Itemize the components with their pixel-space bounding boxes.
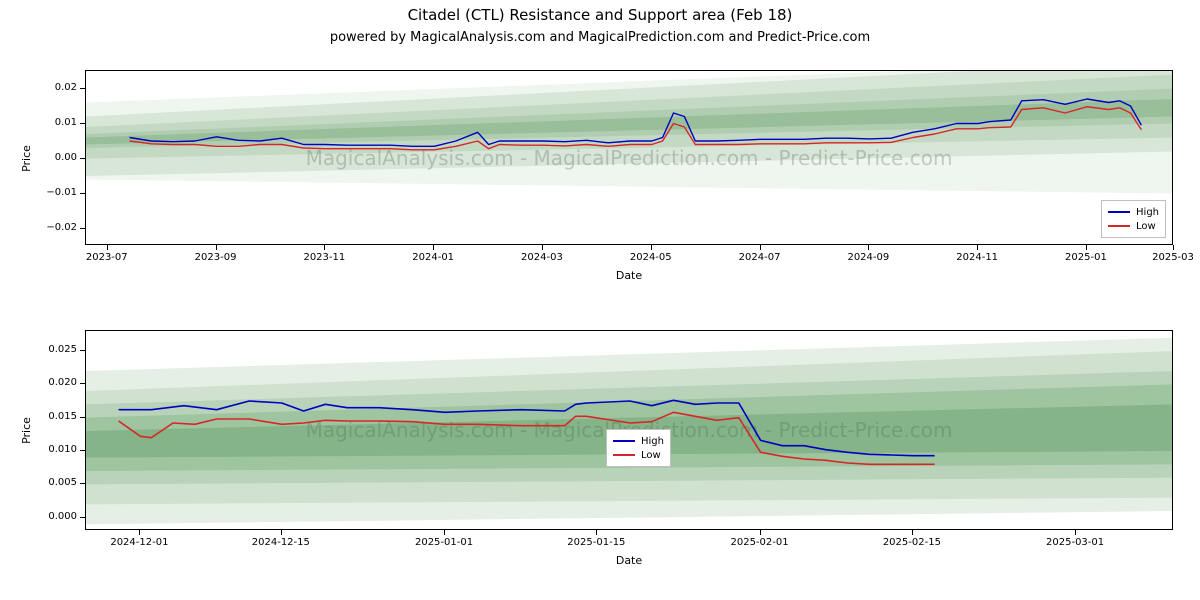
xtick-label: 2025-01-15: [567, 537, 625, 548]
ytick-mark: [80, 88, 85, 89]
xtick-label: 2025-02-01: [730, 537, 788, 548]
figure: Citadel (CTL) Resistance and Support are…: [0, 0, 1200, 600]
xtick-label: 2025-01-01: [415, 537, 473, 548]
xtick-label: 2024-09: [847, 252, 889, 263]
legend-swatch-high: [1108, 211, 1130, 213]
legend-label-high: High: [641, 436, 664, 447]
ytick-label: 0.015: [25, 411, 77, 422]
xtick-mark: [433, 245, 434, 250]
chart-top-lines: [86, 71, 1173, 245]
chart-top-xlabel: Date: [85, 269, 1173, 282]
xtick-label: 2023-11: [303, 252, 345, 263]
ytick-mark: [80, 158, 85, 159]
xtick-label: 2025-03: [1152, 252, 1194, 263]
xtick-mark: [977, 245, 978, 250]
legend-swatch-low: [613, 454, 635, 456]
ytick-label: 0.02: [25, 82, 77, 93]
xtick-label: 2024-12-01: [110, 537, 168, 548]
xtick-label: 2024-03: [521, 252, 563, 263]
ytick-mark: [80, 450, 85, 451]
ytick-mark: [80, 228, 85, 229]
xtick-mark: [444, 530, 445, 535]
ytick-label: −0.01: [25, 187, 77, 198]
xtick-mark: [139, 530, 140, 535]
xtick-mark: [324, 245, 325, 250]
figure-subtitle: powered by MagicalAnalysis.com and Magic…: [0, 30, 1200, 45]
xtick-mark: [542, 245, 543, 250]
ytick-label: 0.010: [25, 444, 77, 455]
chart-top-plot-area: MagicalAnalysis.com - MagicalPrediction.…: [85, 70, 1173, 245]
xtick-mark: [1075, 530, 1076, 535]
xtick-mark: [868, 245, 869, 250]
xtick-mark: [1173, 245, 1174, 250]
legend-label-high: High: [1136, 207, 1159, 218]
chart-bottom-plot-area: MagicalAnalysis.com - MagicalPrediction.…: [85, 330, 1173, 530]
ytick-mark: [80, 517, 85, 518]
xtick-mark: [596, 530, 597, 535]
ytick-mark: [80, 193, 85, 194]
ytick-mark: [80, 483, 85, 484]
xtick-label: 2023-09: [195, 252, 237, 263]
xtick-label: 2025-03-01: [1046, 537, 1104, 548]
chart-top-legend: High Low: [1101, 200, 1166, 238]
xtick-label: 2024-12-15: [252, 537, 310, 548]
legend-row-high: High: [613, 434, 664, 448]
chart-bottom-legend: High Low: [606, 429, 671, 467]
chart-bottom-xlabel: Date: [85, 554, 1173, 567]
legend-swatch-high: [613, 440, 635, 442]
xtick-label: 2023-07: [86, 252, 128, 263]
legend-label-low: Low: [1136, 221, 1156, 232]
ytick-label: 0.00: [25, 152, 77, 163]
xtick-mark: [281, 530, 282, 535]
ytick-mark: [80, 383, 85, 384]
ytick-mark: [80, 123, 85, 124]
xtick-label: 2024-11: [956, 252, 998, 263]
xtick-label: 2025-01: [1065, 252, 1107, 263]
ytick-label: 0.020: [25, 377, 77, 388]
xtick-mark: [760, 530, 761, 535]
xtick-label: 2025-02-15: [883, 537, 941, 548]
ytick-label: 0.000: [25, 511, 77, 522]
xtick-mark: [651, 245, 652, 250]
xtick-mark: [912, 530, 913, 535]
xtick-mark: [216, 245, 217, 250]
xtick-mark: [1086, 245, 1087, 250]
legend-row-low: Low: [1108, 219, 1159, 233]
ytick-mark: [80, 417, 85, 418]
xtick-mark: [760, 245, 761, 250]
xtick-label: 2024-07: [739, 252, 781, 263]
ytick-label: 0.005: [25, 477, 77, 488]
legend-row-low: Low: [613, 448, 664, 462]
xtick-label: 2024-01: [412, 252, 454, 263]
xtick-label: 2024-05: [630, 252, 672, 263]
ytick-label: −0.02: [25, 222, 77, 233]
legend-swatch-low: [1108, 225, 1130, 227]
ytick-mark: [80, 350, 85, 351]
ytick-label: 0.025: [25, 344, 77, 355]
legend-label-low: Low: [641, 450, 661, 461]
xtick-mark: [107, 245, 108, 250]
figure-title: Citadel (CTL) Resistance and Support are…: [0, 6, 1200, 24]
ytick-label: 0.01: [25, 117, 77, 128]
legend-row-high: High: [1108, 205, 1159, 219]
